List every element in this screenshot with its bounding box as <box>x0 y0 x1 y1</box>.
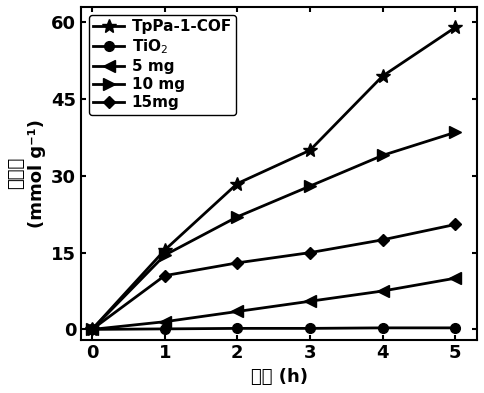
Line: TpPa-1-COF: TpPa-1-COF <box>85 20 462 336</box>
5 mg <box>380 288 386 293</box>
10 mg <box>453 130 458 135</box>
5 mg <box>307 299 313 304</box>
TiO$_2$ <box>162 327 167 331</box>
Line: 15mg: 15mg <box>88 220 459 334</box>
5 mg <box>234 309 240 314</box>
15mg <box>89 327 95 332</box>
Line: 10 mg: 10 mg <box>87 127 461 335</box>
TpPa-1-COF <box>162 248 167 252</box>
15mg <box>453 222 458 227</box>
15mg <box>380 237 386 242</box>
5 mg <box>453 276 458 281</box>
10 mg <box>89 327 95 332</box>
10 mg <box>380 153 386 158</box>
X-axis label: 时间 (h): 时间 (h) <box>251 368 308 386</box>
Line: 5 mg: 5 mg <box>87 273 461 335</box>
TpPa-1-COF <box>89 327 95 332</box>
10 mg <box>307 184 313 189</box>
Y-axis label: 产氢量
(mmol g⁻¹): 产氢量 (mmol g⁻¹) <box>7 119 46 228</box>
15mg <box>162 273 167 278</box>
TpPa-1-COF <box>453 25 458 30</box>
15mg <box>307 250 313 255</box>
Line: TiO$_2$: TiO$_2$ <box>87 323 460 334</box>
TpPa-1-COF <box>234 181 240 186</box>
TiO$_2$ <box>307 326 313 331</box>
TiO$_2$ <box>89 327 95 332</box>
TiO$_2$ <box>234 326 240 331</box>
Legend: TpPa-1-COF, TiO$_2$, 5 mg, 10 mg, 15mg: TpPa-1-COF, TiO$_2$, 5 mg, 10 mg, 15mg <box>89 15 236 115</box>
5 mg <box>162 320 167 324</box>
5 mg <box>89 327 95 332</box>
TpPa-1-COF <box>307 148 313 152</box>
TiO$_2$ <box>453 325 458 330</box>
10 mg <box>234 215 240 219</box>
TpPa-1-COF <box>380 73 386 78</box>
10 mg <box>162 253 167 257</box>
15mg <box>234 261 240 265</box>
TiO$_2$ <box>380 325 386 330</box>
